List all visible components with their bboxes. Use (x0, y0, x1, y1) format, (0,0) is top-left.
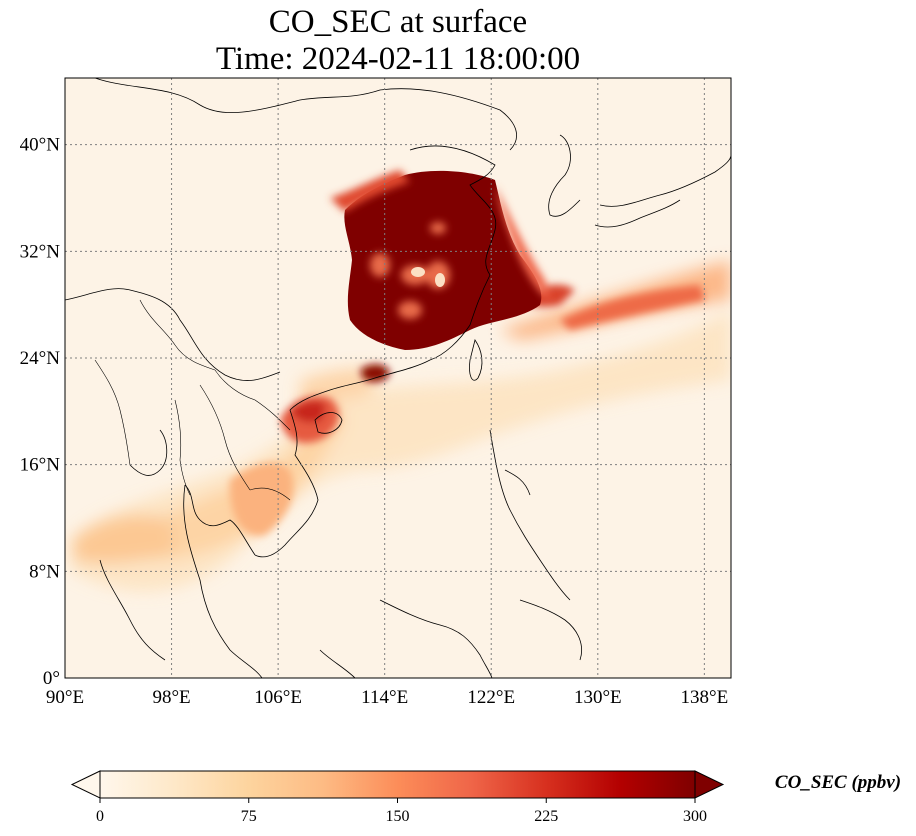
longitude-tick-label: 130°E (574, 687, 622, 708)
latitude-tick-label: 16°N (20, 455, 61, 476)
longitude-tick-label: 90°E (46, 687, 84, 708)
longitude-tick-label: 98°E (152, 687, 190, 708)
colorbar-tick-label: 150 (386, 808, 410, 825)
longitude-tick-label: 114°E (361, 687, 408, 708)
colorbar-label: CO_SEC (ppbv) (775, 772, 901, 793)
colorbar-extend-max (694, 770, 725, 799)
latitude-tick-label: 32°N (20, 241, 61, 262)
map-frame (64, 77, 732, 679)
colorbar-extend-min (70, 770, 101, 799)
country-borders (94, 299, 291, 501)
latitude-tick-label: 40°N (20, 135, 61, 156)
coastlines (65, 78, 731, 678)
colorbar-gradient (100, 771, 695, 798)
latitude-tick-label: 8°N (29, 561, 60, 582)
colorbar-ticks: 0 75 150 225 300 (96, 798, 707, 825)
latitude-tick-label: 24°N (20, 348, 61, 369)
longitude-ticks: 90°E 98°E 106°E 114°E 122°E 130°E 138°E (46, 687, 728, 708)
co-sec-concentration-field (70, 170, 731, 592)
latitude-tick-label: 0° (43, 668, 60, 689)
colorbar-tick-label: 75 (241, 808, 257, 825)
map-title: CO_SEC at surface (268, 4, 528, 40)
longitude-tick-label: 138°E (681, 687, 729, 708)
colorbar-tick-label: 300 (683, 808, 707, 825)
colorbar-tick-label: 225 (534, 808, 558, 825)
colorbar-tick-label: 0 (96, 808, 104, 825)
latitude-ticks: 0° 8°N 16°N 24°N 32°N 40°N (20, 135, 61, 689)
map-gridlines (65, 78, 731, 678)
map-plot-area (65, 78, 731, 678)
colorbar: 0 75 150 225 300 CO_SEC (ppbv) (70, 770, 901, 825)
longitude-tick-label: 122°E (467, 687, 515, 708)
longitude-tick-label: 106°E (254, 687, 302, 708)
map-time-subtitle: Time: 2024-02-11 18:00:00 (215, 41, 581, 77)
